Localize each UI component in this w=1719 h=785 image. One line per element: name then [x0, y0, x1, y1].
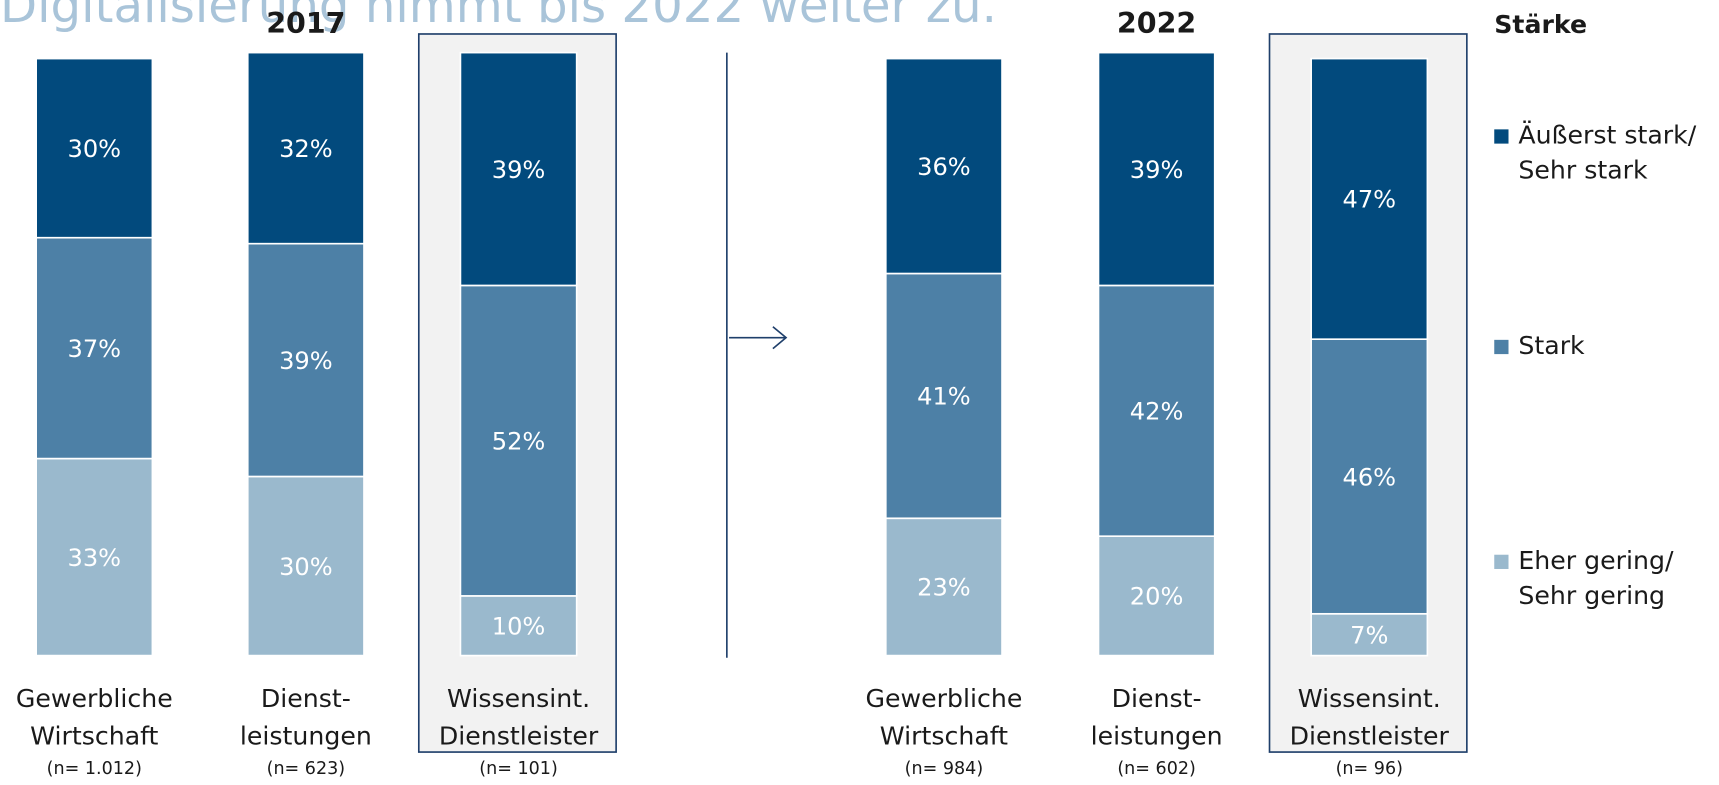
- sample-size: (n= 984): [905, 759, 984, 779]
- bar-segment: [1310, 612, 1429, 657]
- legend-swatch: [1494, 339, 1509, 355]
- category-line: Dienst-: [261, 684, 351, 713]
- category-label: Wissensint. Dienstleister: [439, 684, 599, 750]
- sample-size: (n= 101): [479, 759, 558, 779]
- sample-size: (n= 602): [1117, 759, 1196, 779]
- value-label: 30%: [67, 135, 121, 163]
- bar-segment: [246, 242, 365, 478]
- value-label: 7%: [1350, 621, 1388, 649]
- category-label: Gewerbliche Wirtschaft: [865, 684, 1022, 750]
- category-label: Gewerbliche Wirtschaft: [16, 684, 173, 750]
- category-label: Dienst-leistungen: [1091, 684, 1223, 750]
- category-line: Gewerbliche: [865, 684, 1022, 713]
- value-label: 10%: [492, 613, 546, 641]
- value-label: 52%: [492, 427, 546, 455]
- chart-title: Digitalisierung nimmt bis 2022 weiter zu…: [0, 0, 997, 34]
- bar-segment: [246, 51, 365, 245]
- group-title: 2017: [266, 7, 345, 40]
- sample-size: (n= 623): [267, 759, 346, 779]
- value-label: 36%: [917, 153, 971, 181]
- value-label: 39%: [279, 347, 333, 375]
- value-label: 42%: [1130, 398, 1184, 426]
- category-line: Gewerbliche: [16, 684, 173, 713]
- legend-line: Sehr gering: [1518, 581, 1665, 610]
- bar-segment: [1097, 535, 1216, 657]
- category-line: Dienstleister: [439, 721, 599, 750]
- legend-line: Eher gering/: [1518, 546, 1674, 575]
- value-label: 33%: [67, 544, 121, 572]
- bar-segment: [459, 51, 578, 287]
- legend-line: Sehr stark: [1518, 156, 1648, 185]
- category-label: Dienst-leistungen: [240, 684, 372, 750]
- bar-segment: [884, 517, 1003, 657]
- bar-segment: [1097, 51, 1216, 287]
- bar-segment: [1097, 284, 1216, 538]
- category-label: Wissensint. Dienstleister: [1290, 684, 1450, 750]
- legend-label: Eher gering/Sehr gering: [1518, 546, 1674, 610]
- value-label: 20%: [1130, 583, 1184, 611]
- bar-segment: [1310, 57, 1429, 341]
- bar-segment: [35, 236, 154, 460]
- group-title: 2022: [1117, 7, 1196, 40]
- sample-size: (n= 1.012): [47, 759, 142, 779]
- category-line: Wirtschaft: [30, 721, 158, 750]
- value-label: 37%: [67, 335, 121, 363]
- bar-segment: [459, 284, 578, 597]
- legend-line: Äußerst stark/: [1518, 121, 1696, 150]
- legend-swatch: [1494, 554, 1509, 569]
- legend-label: Stark: [1518, 331, 1585, 360]
- category-line: Wissensint.: [1298, 684, 1441, 713]
- bar-segment: [246, 475, 365, 657]
- category-line: leistungen: [240, 721, 372, 750]
- arrow: [729, 326, 788, 350]
- bar-segment: [884, 272, 1003, 520]
- category-line: Dienstleister: [1290, 721, 1450, 750]
- category-line: Wissensint.: [447, 684, 590, 713]
- bar-segment: [884, 57, 1003, 275]
- value-label: 47%: [1342, 186, 1396, 214]
- value-label: 46%: [1342, 463, 1396, 491]
- category-line: Dienst-: [1112, 684, 1202, 713]
- bar-segment: [35, 57, 154, 239]
- bar-segment: [459, 595, 578, 657]
- bar-segment: [1310, 338, 1429, 615]
- value-label: 39%: [492, 156, 546, 184]
- value-label: 41%: [917, 383, 971, 411]
- sample-size: (n= 96): [1336, 759, 1403, 779]
- value-label: 23%: [917, 574, 971, 602]
- value-label: 39%: [1130, 156, 1184, 184]
- value-label: 30%: [279, 553, 333, 581]
- legend-title: Stärke: [1494, 10, 1587, 39]
- legend-label: Äußerst stark/Sehr stark: [1518, 121, 1696, 185]
- category-line: leistungen: [1091, 721, 1223, 750]
- value-label: 32%: [279, 135, 333, 163]
- category-line: Wirtschaft: [880, 721, 1008, 750]
- legend-swatch: [1494, 129, 1509, 144]
